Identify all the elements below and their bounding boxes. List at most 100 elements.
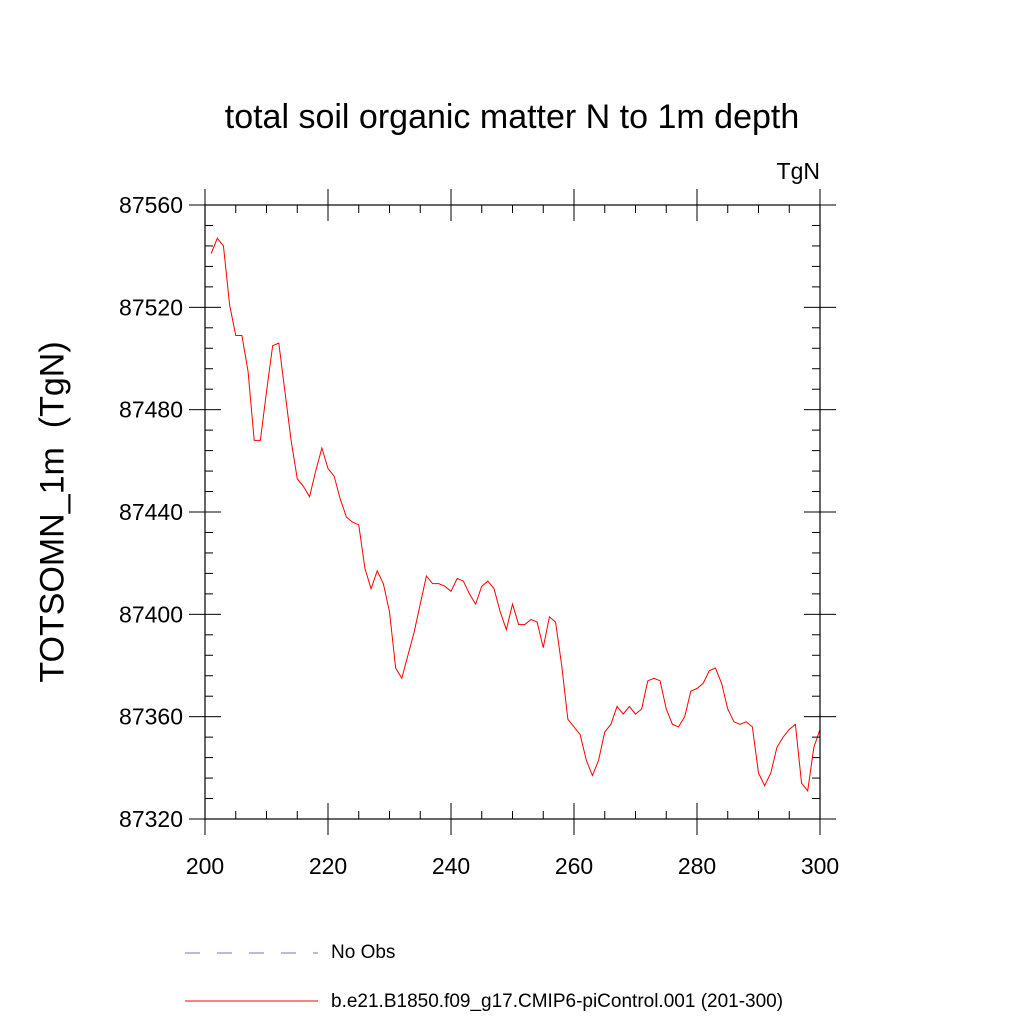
data-point [549, 616, 550, 617]
data-point [364, 568, 365, 569]
data-point [746, 721, 747, 722]
data-point [217, 238, 218, 239]
data-point [789, 729, 790, 730]
data-point [555, 621, 556, 622]
data-point [241, 335, 242, 336]
data-point [327, 468, 328, 469]
x-tick-label: 240 [432, 853, 470, 879]
data-point [450, 591, 451, 592]
data-point [272, 345, 273, 346]
data-point [629, 706, 630, 707]
data-point [807, 790, 808, 791]
y-tick-label: 87480 [119, 397, 183, 423]
data-point [321, 447, 322, 448]
y-tick-label: 87440 [119, 499, 183, 525]
data-point [457, 578, 458, 579]
data-point [284, 391, 285, 392]
legend-label-model-run: b.e21.B1850.f09_g17.CMIP6-piControl.001 … [331, 991, 784, 1012]
data-point [696, 688, 697, 689]
data-point [297, 478, 298, 479]
data-point [641, 708, 642, 709]
data-point [592, 775, 593, 776]
data-point [487, 580, 488, 581]
data-point [463, 580, 464, 581]
data-point [358, 524, 359, 525]
x-tick-label: 260 [555, 853, 593, 879]
data-point [543, 647, 544, 648]
y-tick-label: 87320 [119, 806, 183, 832]
data-point [672, 724, 673, 725]
data-point [653, 678, 654, 679]
data-point [537, 621, 538, 622]
data-point [524, 624, 525, 625]
data-point [303, 486, 304, 487]
data-point [223, 245, 224, 246]
data-point [666, 708, 667, 709]
data-point [506, 629, 507, 630]
y-tick-label: 87560 [119, 192, 183, 218]
data-point [266, 391, 267, 392]
data-point [733, 721, 734, 722]
data-point [795, 724, 796, 725]
data-point [813, 747, 814, 748]
data-point [407, 655, 408, 656]
data-point [334, 476, 335, 477]
data-point [586, 760, 587, 761]
data-point [401, 678, 402, 679]
y-tick-label: 87520 [119, 294, 183, 320]
data-point [432, 583, 433, 584]
data-point [770, 772, 771, 773]
data-point [604, 731, 605, 732]
data-point [426, 575, 427, 576]
data-point [616, 706, 617, 707]
data-point [739, 724, 740, 725]
data-point [715, 667, 716, 668]
data-point [783, 737, 784, 738]
data-point [660, 680, 661, 681]
data-point [512, 604, 513, 605]
data-point [678, 726, 679, 727]
y-tick-label: 87400 [119, 601, 183, 627]
data-point [377, 570, 378, 571]
data-point [469, 593, 470, 594]
data-point [315, 470, 316, 471]
data-point [776, 747, 777, 748]
data-point [247, 371, 248, 372]
data-point [758, 772, 759, 773]
plot-frame [204, 204, 821, 820]
data-point [475, 604, 476, 605]
data-point [623, 714, 624, 715]
data-point [352, 522, 353, 523]
data-point [530, 619, 531, 620]
data-point [260, 440, 261, 441]
data-point [278, 343, 279, 344]
data-point [703, 683, 704, 684]
data-point [370, 588, 371, 589]
data-point [340, 499, 341, 500]
data-point [727, 708, 728, 709]
data-point [500, 611, 501, 612]
x-tick-label: 300 [801, 853, 839, 879]
data-point [493, 588, 494, 589]
data-point [481, 586, 482, 587]
data-point [598, 760, 599, 761]
data-point [801, 783, 802, 784]
data-point [561, 665, 562, 666]
data-point [420, 604, 421, 605]
data-point [346, 517, 347, 518]
legend-label-no-obs: No Obs [331, 942, 396, 963]
data-point [389, 611, 390, 612]
data-point [573, 726, 574, 727]
data-point [383, 583, 384, 584]
data-point [518, 624, 519, 625]
data-point [709, 670, 710, 671]
data-point [684, 716, 685, 717]
data-point [635, 714, 636, 715]
data-point [690, 690, 691, 691]
data-point [395, 667, 396, 668]
x-tick-label: 220 [309, 853, 347, 879]
series-line-model-run [210, 237, 821, 793]
data-point [438, 583, 439, 584]
data-point [291, 440, 292, 441]
